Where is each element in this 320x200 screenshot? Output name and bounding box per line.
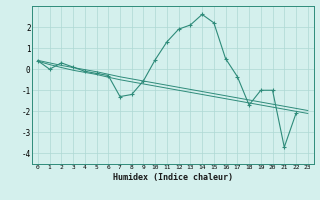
- X-axis label: Humidex (Indice chaleur): Humidex (Indice chaleur): [113, 173, 233, 182]
